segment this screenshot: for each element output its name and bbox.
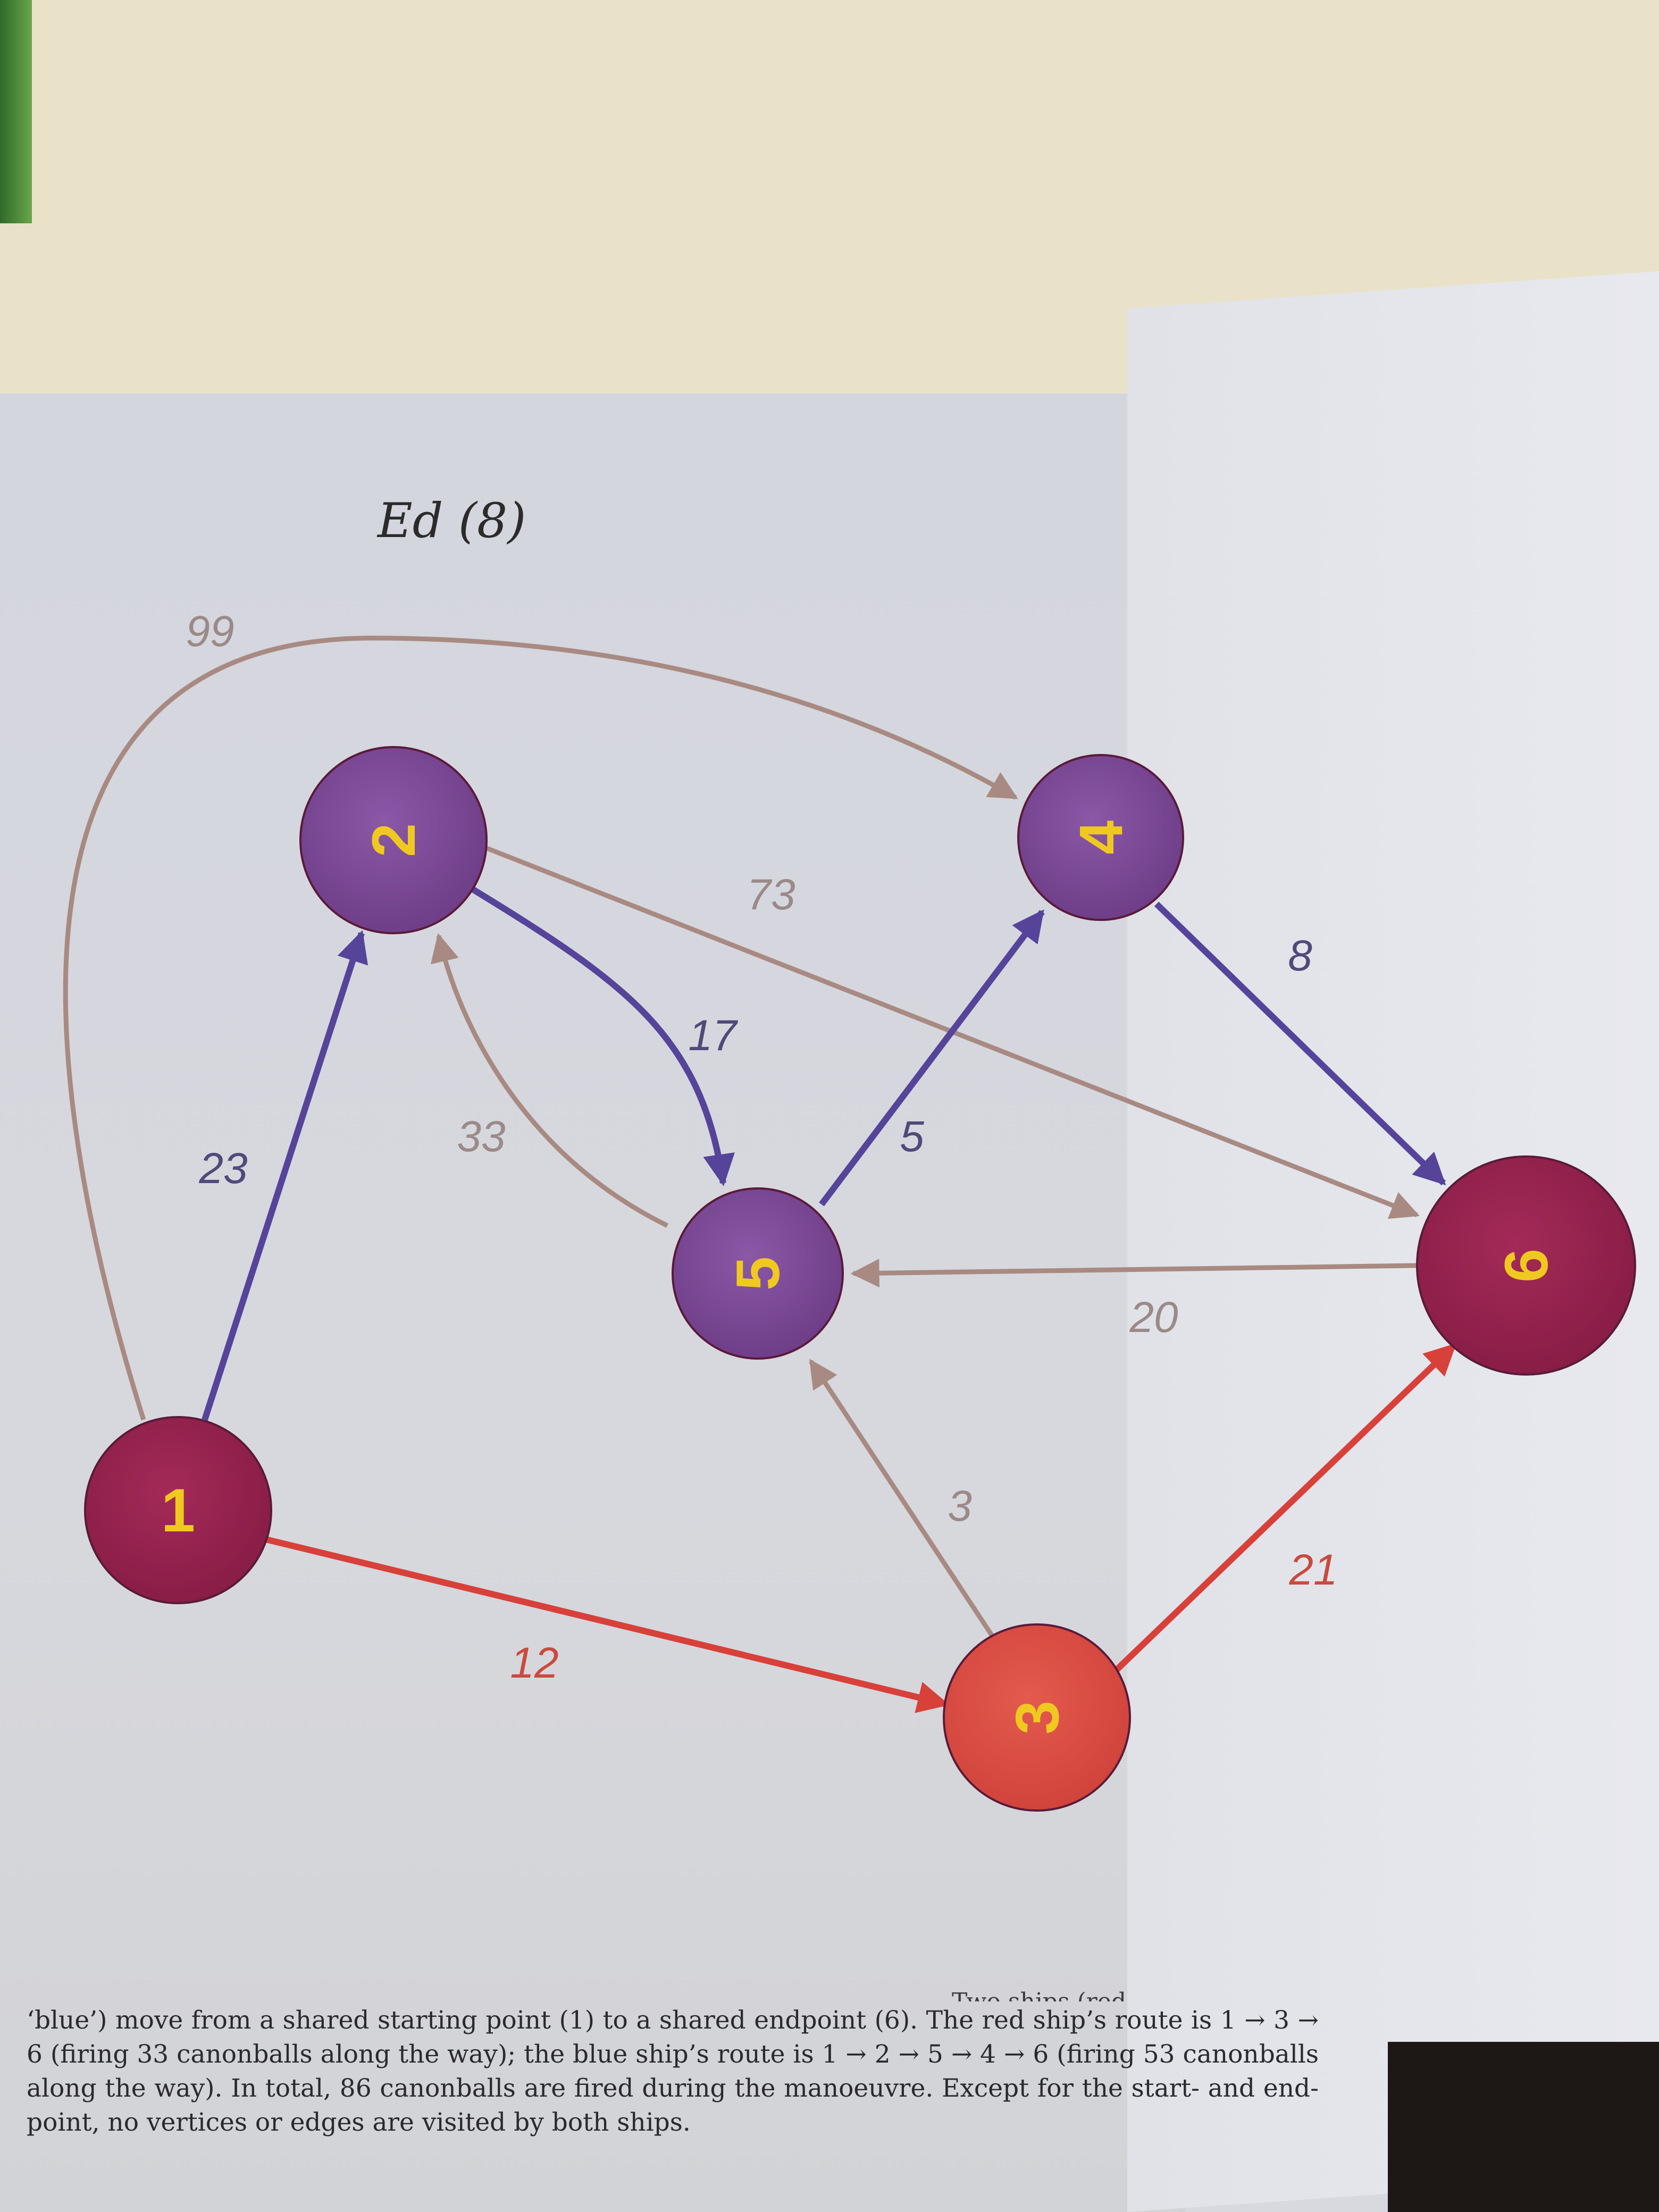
edge-3-5	[809, 1359, 994, 1637]
desk-background	[0, 0, 32, 223]
caption-cut-line: Two ships (red	[952, 1983, 1271, 2001]
node-4: 4	[1017, 754, 1184, 921]
node-circle-2	[299, 746, 488, 934]
edge-weight-2-6: 73	[747, 870, 795, 919]
node-circle-6	[1416, 1155, 1636, 1376]
node-3: 3	[943, 1623, 1131, 1812]
edge-1-3	[265, 1536, 950, 1713]
edge-weights-layer: 99 23 12 73 17 33 5 8 20 3 21	[186, 607, 1337, 1687]
edge-5-4	[819, 909, 1045, 1206]
edge-weight-1-3: 12	[510, 1639, 558, 1687]
node-label-1: 1	[161, 1477, 195, 1545]
edge-3-6	[1111, 1343, 1457, 1675]
node-label-4: 4	[1067, 820, 1135, 854]
edge-weight-2-5: 17	[688, 1011, 739, 1060]
node-circle-4	[1017, 754, 1184, 921]
edge-weight-1-2: 23	[198, 1144, 247, 1193]
edge-4-6	[1154, 901, 1446, 1186]
edge-1-4	[63, 635, 1018, 1421]
edge-5-2	[430, 933, 668, 1228]
edge-6-5	[850, 1259, 1418, 1288]
node-circle-3	[943, 1623, 1131, 1812]
edge-weight-3-5: 3	[948, 1482, 972, 1530]
node-label-2: 2	[360, 823, 428, 857]
edges-layer	[63, 635, 1457, 1713]
dark-corner	[1388, 2042, 1659, 2212]
edge-1-2	[202, 930, 368, 1421]
edge-weight-3-6: 21	[1288, 1546, 1337, 1594]
edge-weight-1-4: 99	[186, 607, 234, 656]
node-circle-1	[84, 1416, 272, 1604]
edge-weight-5-4: 5	[900, 1112, 924, 1161]
figure-caption: ‘blue’) move from a shared starting poin…	[27, 2006, 1319, 2137]
node-label-6: 6	[1493, 1249, 1561, 1283]
node-2: 2	[299, 746, 488, 934]
node-5: 5	[672, 1187, 844, 1360]
edge-weight-4-6: 8	[1288, 932, 1312, 980]
node-label-5: 5	[724, 1256, 792, 1291]
edge-2-5	[468, 885, 735, 1186]
edge-weight-6-5: 20	[1129, 1293, 1178, 1342]
node-label-3: 3	[1003, 1700, 1071, 1735]
edge-weight-5-2: 33	[457, 1112, 505, 1161]
node-6: 6	[1416, 1155, 1636, 1376]
node-circle-5	[672, 1187, 844, 1360]
handwritten-note: Ed (8)	[376, 493, 526, 549]
node-1: 1	[84, 1416, 272, 1604]
left-page	[0, 393, 1186, 2212]
